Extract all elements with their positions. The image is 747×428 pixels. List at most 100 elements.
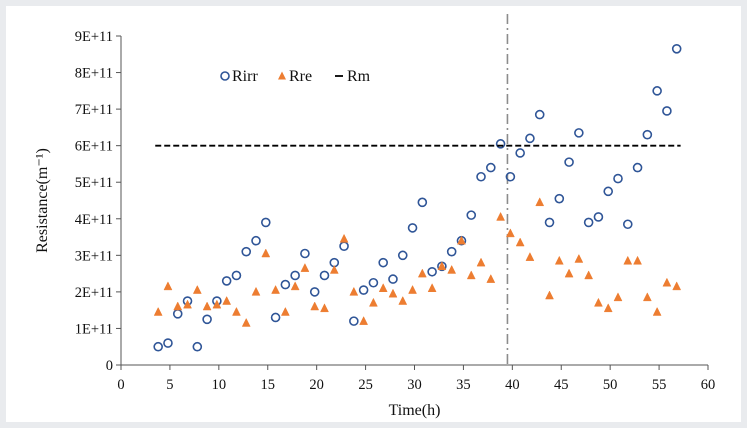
x-axis-title: Time(h) bbox=[389, 402, 441, 419]
rirr-point bbox=[203, 315, 211, 323]
rirr-point bbox=[487, 164, 495, 172]
rre-point bbox=[311, 302, 319, 310]
rirr-point bbox=[418, 198, 426, 206]
rre-point bbox=[467, 271, 475, 279]
rirr-point bbox=[232, 271, 240, 279]
x-tick-label: 50 bbox=[603, 377, 618, 393]
rre-point bbox=[360, 317, 368, 325]
rirr-point bbox=[546, 218, 554, 226]
rirr-point bbox=[663, 107, 671, 115]
rre-point bbox=[653, 307, 661, 315]
rirr-point bbox=[252, 237, 260, 245]
rirr-point bbox=[643, 131, 651, 139]
x-tick-label: 0 bbox=[117, 377, 124, 393]
series-layer bbox=[154, 45, 681, 351]
x-tick-label: 35 bbox=[456, 377, 471, 393]
y-tick-label: 0 bbox=[106, 358, 113, 374]
rirr-point bbox=[360, 286, 368, 294]
rre-point bbox=[154, 307, 162, 315]
rirr-point bbox=[497, 140, 505, 148]
x-tick-label: 45 bbox=[554, 377, 569, 393]
rirr-point bbox=[193, 343, 201, 351]
y-tick-label: 3E+11 bbox=[75, 248, 113, 264]
rirr-point bbox=[673, 45, 681, 53]
rre-point bbox=[252, 287, 260, 295]
y-tick-label: 9E+11 bbox=[75, 29, 113, 45]
rirr-point bbox=[409, 224, 417, 232]
rirr-point bbox=[428, 268, 436, 276]
rirr-point bbox=[154, 343, 162, 351]
rirr-point bbox=[467, 211, 475, 219]
rre-point bbox=[546, 291, 554, 299]
x-tick-label: 5 bbox=[166, 377, 173, 393]
chart-frame: 0 5 10 15 20 25 30 35 40 45 50 55 60 0 1E+11 2E+11 3E+11… bbox=[6, 6, 741, 422]
legend: Rirr Rre Rm bbox=[221, 68, 371, 85]
rirr-point bbox=[536, 111, 544, 119]
legend-rirr-marker bbox=[221, 72, 229, 80]
rirr-point bbox=[379, 259, 387, 267]
axes: 0 5 10 15 20 25 30 35 40 45 50 55 60 0 1E+11 2E+11 3E+11… bbox=[75, 29, 716, 393]
rre-point bbox=[262, 249, 270, 257]
rirr-point bbox=[477, 173, 485, 181]
rre-point bbox=[526, 253, 534, 261]
rre-point bbox=[643, 293, 651, 301]
rirr-point bbox=[242, 248, 250, 256]
rre-point bbox=[624, 256, 632, 264]
rre-point bbox=[272, 286, 280, 294]
y-tick-label: 1E+11 bbox=[75, 321, 113, 337]
rre-point bbox=[203, 302, 211, 310]
rirr-point bbox=[614, 175, 622, 183]
rre-point bbox=[594, 298, 602, 306]
rirr-point bbox=[448, 248, 456, 256]
rre-point bbox=[536, 198, 544, 206]
rre-point bbox=[174, 302, 182, 310]
x-tick-label: 55 bbox=[652, 377, 667, 393]
y-tick-label: 5E+11 bbox=[75, 175, 113, 191]
rirr-point bbox=[399, 251, 407, 259]
rre-point bbox=[487, 275, 495, 283]
x-tick-label: 30 bbox=[407, 377, 422, 393]
rirr-point bbox=[526, 134, 534, 142]
y-tick-label: 2E+11 bbox=[75, 285, 113, 301]
rre-point bbox=[232, 307, 240, 315]
rre-point bbox=[506, 229, 514, 237]
rre-point bbox=[193, 286, 201, 294]
rre-point bbox=[448, 265, 456, 273]
rirr-point bbox=[575, 129, 583, 137]
rre-point bbox=[565, 269, 573, 277]
rirr-point bbox=[624, 220, 632, 228]
rirr-point bbox=[565, 158, 573, 166]
rirr-point bbox=[281, 281, 289, 289]
rirr-point bbox=[389, 275, 397, 283]
x-tick-label: 15 bbox=[261, 377, 276, 393]
x-tick-label: 60 bbox=[701, 377, 716, 393]
rre-point bbox=[575, 254, 583, 262]
rirr-point bbox=[320, 271, 328, 279]
rirr-point bbox=[604, 187, 612, 195]
rre-point bbox=[663, 278, 671, 286]
y-tick-label: 7E+11 bbox=[75, 102, 113, 118]
rre-point bbox=[497, 212, 505, 220]
rre-point bbox=[585, 271, 593, 279]
rirr-point bbox=[594, 213, 602, 221]
legend-rirr-label: Rirr bbox=[232, 68, 258, 85]
rirr-point bbox=[272, 313, 280, 321]
rirr-point bbox=[301, 250, 309, 258]
rre-point bbox=[399, 297, 407, 305]
rirr-point bbox=[653, 87, 661, 95]
rre-point bbox=[164, 282, 172, 290]
scatter-chart: 0 5 10 15 20 25 30 35 40 45 50 55 60 0 1E+11 2E+11 3E+11… bbox=[6, 6, 741, 422]
legend-rm-label: Rm bbox=[347, 68, 371, 85]
x-tick-label: 40 bbox=[505, 377, 520, 393]
rirr-point bbox=[340, 242, 348, 250]
rre-point bbox=[428, 284, 436, 292]
rre-point bbox=[477, 258, 485, 266]
rre-point bbox=[389, 289, 397, 297]
x-tick-label: 20 bbox=[309, 377, 324, 393]
rre-point bbox=[555, 256, 563, 264]
rirr-point bbox=[634, 164, 642, 172]
rirr-point bbox=[516, 149, 524, 157]
rre-point bbox=[223, 297, 231, 305]
rre-point bbox=[673, 282, 681, 290]
rre-point bbox=[340, 234, 348, 242]
